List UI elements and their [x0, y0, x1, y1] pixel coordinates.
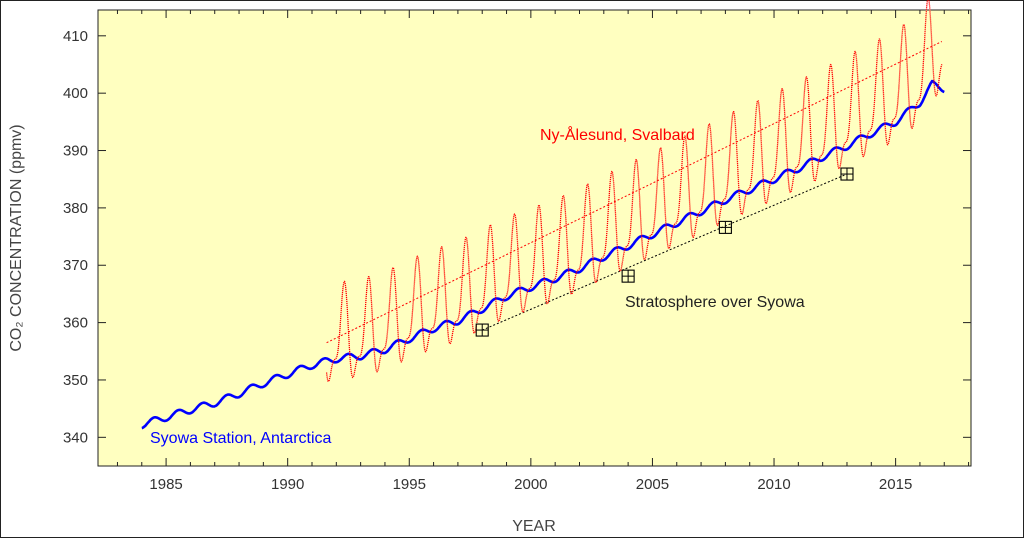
- x-tick-label: 1985: [149, 476, 182, 493]
- y-tick-label: 350: [63, 372, 88, 389]
- x-tick-label: 1990: [271, 476, 304, 493]
- series-syowa-line: [141, 79, 946, 430]
- y-tick-label: 340: [63, 429, 88, 446]
- axes: 340 350 360 370 380 390 400 410 1985 1990 1995 2000…: [63, 10, 971, 493]
- stratosphere-point: [621, 269, 635, 283]
- label-syowa-station: Syowa Station, Antarctica: [150, 430, 332, 447]
- y-tick-label: 410: [63, 28, 88, 45]
- stratosphere-point: [840, 167, 854, 181]
- y-tick-label: 360: [63, 315, 88, 332]
- y-tick-label: 390: [63, 143, 88, 160]
- y-tick-label: 370: [63, 257, 88, 274]
- series-layer: [141, 0, 946, 430]
- y-tick-label: 380: [63, 200, 88, 217]
- x-tick-label: 2000: [514, 476, 547, 493]
- x-tick-label: 1995: [393, 476, 426, 493]
- label-ny-alesund: Ny-Ålesund, Svalbard: [540, 125, 695, 144]
- stratosphere-point: [718, 220, 732, 234]
- x-tick-label: 2010: [757, 476, 790, 493]
- series-ny-alesund-line: [325, 0, 943, 383]
- x-tick-label: 2005: [636, 476, 669, 493]
- x-axis-title: YEAR: [512, 518, 556, 535]
- plot-area: [97, 9, 972, 467]
- x-tick-label: 2015: [879, 476, 912, 493]
- y-tick-label: 400: [63, 85, 88, 102]
- stratosphere-point: [475, 323, 489, 337]
- y-axis-title: CO₂ CONCENTRATION (ppmv): [8, 124, 25, 351]
- label-stratosphere-syowa: Stratosphere over Syowa: [625, 294, 805, 311]
